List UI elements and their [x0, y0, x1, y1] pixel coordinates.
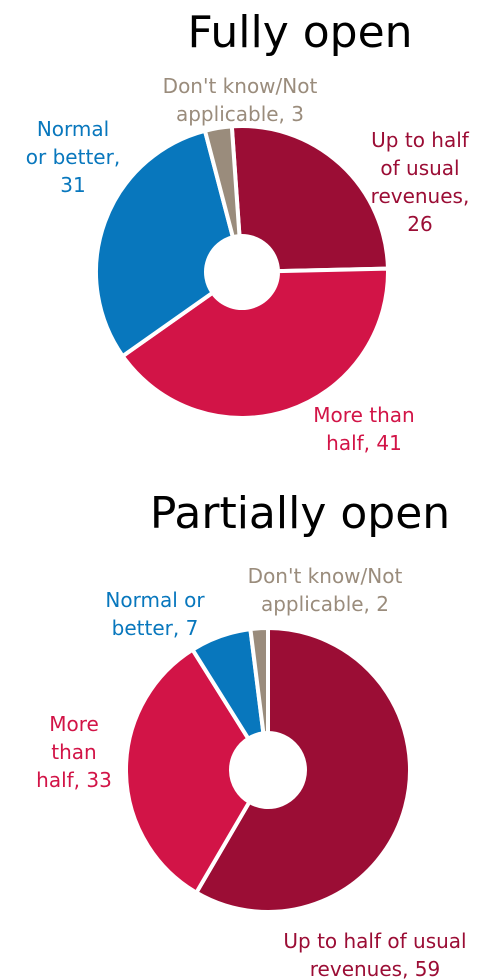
- label-line: 31: [60, 173, 85, 197]
- label-line: half, 33: [36, 768, 112, 792]
- label-line: Up to half: [371, 128, 470, 152]
- label-line: Don't know/Not: [248, 564, 403, 588]
- slice-more-than-half: [124, 647, 252, 895]
- slice-don-t-know-not-applicable: [202, 124, 242, 240]
- chart0-slices: [94, 124, 390, 420]
- label-line: better, 7: [112, 616, 199, 640]
- slice-up-to-half-of-usual-revenues: [229, 124, 390, 274]
- label-up-to-half-of-usual-revenues: Up to half of usual revenues, 59: [283, 929, 466, 980]
- label-line: than: [51, 740, 96, 764]
- label-more-than-half: More than half, 33: [36, 712, 112, 792]
- label-line: More than: [313, 403, 414, 427]
- label-line: revenues,: [371, 184, 470, 208]
- label-line: applicable, 2: [261, 592, 389, 616]
- slice-more-than-half: [120, 266, 390, 420]
- label-more-than-half: More than half, 41: [313, 403, 414, 455]
- slice-normal-or-better: [94, 128, 235, 359]
- chart-title-fully-open: Fully open: [187, 7, 412, 58]
- chart0-labels: Up to half of usual revenues, 26 More than ha…: [26, 74, 470, 455]
- label-don-t-know-not-applicable: Don't know/Not applicable, 3: [163, 74, 318, 126]
- chart-title-partially-open: Partially open: [150, 488, 450, 539]
- chart1-labels: Up to half of usual revenues, 59 More than h…: [36, 564, 466, 980]
- label-line: 26: [407, 212, 432, 236]
- label-line: applicable, 3: [176, 102, 304, 126]
- label-line: or better,: [26, 145, 120, 169]
- label-line: Normal or: [105, 588, 205, 612]
- label-normal-or-better: Normal or better, 7: [105, 588, 205, 640]
- label-line: Up to half of usual: [283, 929, 466, 953]
- label-up-to-half-of-usual-revenues: Up to half of usual revenues, 26: [371, 128, 470, 236]
- label-don-t-know-not-applicable: Don't know/Not applicable, 2: [248, 564, 403, 616]
- slice-up-to-half-of-usual-revenues: [194, 626, 412, 914]
- slice-don-t-know-not-applicable: [248, 626, 270, 736]
- label-line: half, 41: [326, 431, 402, 455]
- label-line: of usual: [380, 156, 459, 180]
- label-line: More: [49, 712, 99, 736]
- label-line: Normal: [37, 117, 109, 141]
- label-line: revenues, 59: [310, 957, 440, 980]
- label-line: Don't know/Not: [163, 74, 318, 98]
- label-normal-or-better: Normal or better, 31: [26, 117, 120, 197]
- chart1-slices: [124, 626, 412, 914]
